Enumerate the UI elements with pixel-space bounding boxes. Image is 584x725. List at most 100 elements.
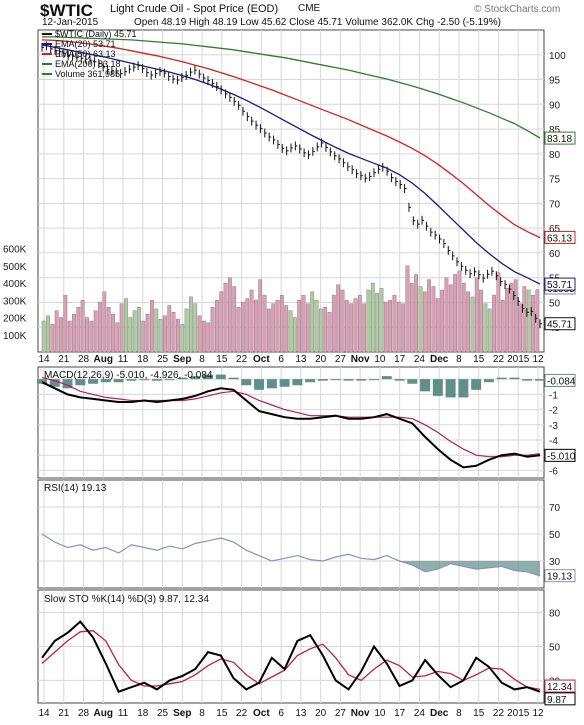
volume-bar [344,300,349,353]
volume-bar [479,289,483,353]
stoch-title: Slow STO %K(14) %D(3) 9.87, 12.34 [44,594,209,605]
volume-bar [50,324,55,353]
price-x-tick-label: 20 [315,354,327,365]
price-axis-tick-label: 60 [549,249,561,260]
price-x-tick-label: 21 [58,354,70,365]
stoch-x-tick-label: 8 [199,708,205,719]
volume-bar [357,294,362,353]
macd-histogram-bar [535,379,545,381]
ema-line [41,39,541,239]
volume-bar [453,274,457,353]
rsi-axis-tick-label: 50 [549,530,561,541]
macd-histogram-bar [509,377,520,380]
price-x-tick-label: Dec [430,354,449,365]
legend-entry: Volume 361,985 [55,69,120,79]
price-axis-tick-label: 75 [549,175,561,186]
volume-bar [93,310,98,353]
rsi-title: RSI(14) 19.13 [44,483,107,494]
macd-line [41,381,541,469]
macd-histogram-bar [381,376,392,380]
volume-bar [128,317,133,353]
volume-bar [249,289,254,353]
stoch-x-tick-label: 11 [118,708,129,719]
volume-bar [366,289,371,353]
price-x-tick-label: 24 [414,354,426,365]
volume-bar [418,286,423,353]
price-axis-tick-label: 95 [549,76,561,87]
macd-last-value: -0.084 [547,376,576,387]
volume-bar [106,307,111,353]
volume-bar [431,286,436,353]
volume-bar [158,319,163,353]
volume-bar [132,310,137,353]
price-axis-tick-label: 100 [549,51,566,62]
volume-bar [487,308,492,353]
volume-bar [236,307,241,353]
macd-histogram-bar [445,379,456,398]
price-x-tick-label: 6 [278,354,284,365]
macd-histogram-bar [126,379,137,381]
price-x-tick-label: 27 [335,354,347,365]
volume-bar [72,313,76,353]
volume-tick-label: 300K [3,296,27,307]
price-x-tick-label: 25 [157,354,169,365]
price-x-tick-label: 11 [118,354,129,365]
volume-bar [526,289,531,353]
price-x-tick-label: Sep [173,354,191,365]
macd-histogram-bar [279,379,290,387]
brand-watermark: © StockCharts.com [474,4,561,15]
volume-bar [492,294,496,353]
volume-bar [98,301,102,353]
volume-bar [240,301,245,353]
stoch-x-tick-label: 15 [473,708,485,719]
price-axis-tick-label: 80 [549,150,561,161]
volume-tick-label: 400K [3,279,27,290]
volume-tick-label: 600K [3,245,27,256]
stoch-last-value: 12.34 [547,682,572,693]
volume-bar [275,300,280,353]
price-x-tick-label: 8 [199,354,205,365]
rsi-line [41,533,541,577]
price-axis-tick-label: 70 [549,199,561,210]
volume-bar [202,320,206,353]
ema-line [41,44,541,285]
volume-bar [422,291,427,353]
stoch-x-tick-label: 17 [394,708,406,719]
macd-histogram-bar [432,379,443,396]
macd-histogram-bar [483,379,494,383]
price-x-tick-label: 17 [394,354,406,365]
volume-bar [46,315,50,353]
price-last-value-box [544,277,576,291]
volume-bar [340,289,345,353]
stoch-x-tick-label: 24 [414,708,426,719]
macd-histogram-bar [458,379,469,398]
volume-bar [336,284,341,353]
volume-bar [388,300,393,353]
volume-bar [145,313,150,353]
volume-bar [405,265,410,353]
volume-bar [141,320,146,353]
volume-bar [197,315,202,353]
stoch-x-tick-label: 22 [236,708,248,719]
macd-histogram-bar [190,376,201,380]
volume-bar [150,300,154,353]
volume-bar [193,303,198,353]
volume-bar [383,301,388,353]
macd-signal-line [41,377,541,458]
macd-histogram-bar [62,379,73,389]
macd-histogram-bar [330,379,341,381]
volume-bar [396,301,401,353]
macd-histogram-bar [151,379,162,381]
volume-bar [323,307,328,353]
volume-bar [535,289,540,353]
macd-histogram-bar [203,374,213,380]
price-last-value: 83.18 [547,134,572,145]
macd-histogram-bar [305,379,316,383]
legend-entry: EMA(20) 53.71 [55,39,116,49]
quote-date: 12-Jan-2015 [42,17,99,28]
volume-bar [154,308,159,353]
volume-bar [305,303,310,353]
volume-bar [531,294,535,353]
price-last-value: 63.13 [547,233,572,244]
volume-bar [349,303,354,353]
